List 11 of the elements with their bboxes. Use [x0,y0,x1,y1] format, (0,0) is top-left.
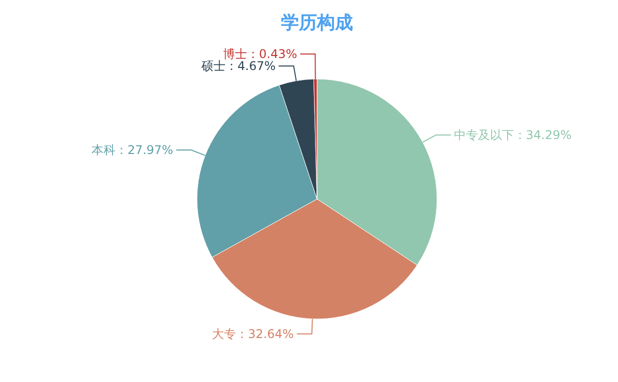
slice-label: 本科 [91,143,116,158]
data-label: ：0.43% [247,47,298,62]
chart-title: 学历构成 [281,12,353,34]
slice-label: 硕士 [200,59,226,74]
slice-label: 中专及以下 [454,128,514,142]
data-label: ：4.67% [226,59,276,74]
slice-label: 博士 [223,47,248,62]
slice-label: 大专 [212,327,236,342]
data-label: ：34.29% [514,128,572,142]
data-label: ：27.97% [115,143,174,158]
data-label: ：32.64% [236,327,294,342]
